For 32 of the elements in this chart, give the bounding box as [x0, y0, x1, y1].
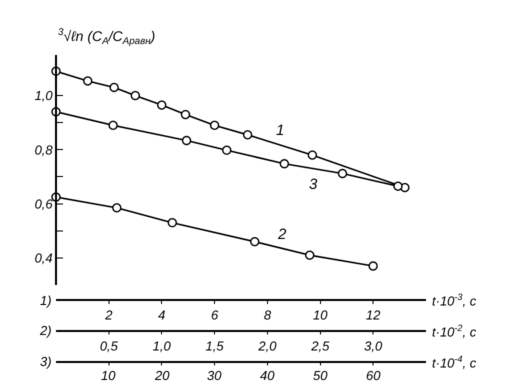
- y-tick-label: 0,4: [34, 250, 53, 266]
- x2-axis-title: t·10$^{-2}$, c: [432, 323, 477, 340]
- y-tick-label: 0,6: [34, 196, 54, 212]
- x-tick-label: 10: [313, 307, 328, 322]
- x-tick-label: 8: [264, 307, 272, 322]
- x-tick-label: 4: [158, 307, 166, 322]
- x-tick-label: 2: [104, 307, 114, 322]
- text: 10: [101, 368, 116, 383]
- y-axis-title: $^{3}$√ℓn (C$_{A}$/C$_{Aравн}$): [58, 27, 156, 47]
- text: 3): [40, 354, 52, 369]
- x2-tick-label: 1,0: [152, 338, 172, 354]
- y-tick-label: 0,8: [34, 142, 54, 158]
- x2-tick-label: 2,5: [310, 338, 330, 354]
- text: t·10$^{-4}$, c: [432, 354, 477, 370]
- x2-tick-label: 2,0: [257, 338, 278, 354]
- x-tick-label: 12: [366, 307, 382, 322]
- text: 60: [366, 368, 382, 383]
- x-tick-label: 6: [210, 307, 219, 322]
- series-label: 1: [276, 122, 284, 139]
- x-axis-title: t·10$^{-3}$, c: [432, 292, 477, 308]
- series-label: 2: [277, 226, 287, 243]
- text: 40: [260, 368, 276, 383]
- x2-tick-label: 3,0: [364, 338, 383, 354]
- y-tick-label: 1,0: [34, 88, 54, 104]
- text: 20: [154, 368, 170, 383]
- x2-tick-label: 0,5: [100, 338, 119, 354]
- text: 1): [40, 293, 52, 308]
- series-label: 3: [309, 176, 318, 193]
- text: 30: [207, 368, 222, 383]
- x2-tick-label: 1,5: [206, 338, 224, 354]
- text: 2): [39, 323, 52, 338]
- text: 50: [313, 368, 328, 383]
